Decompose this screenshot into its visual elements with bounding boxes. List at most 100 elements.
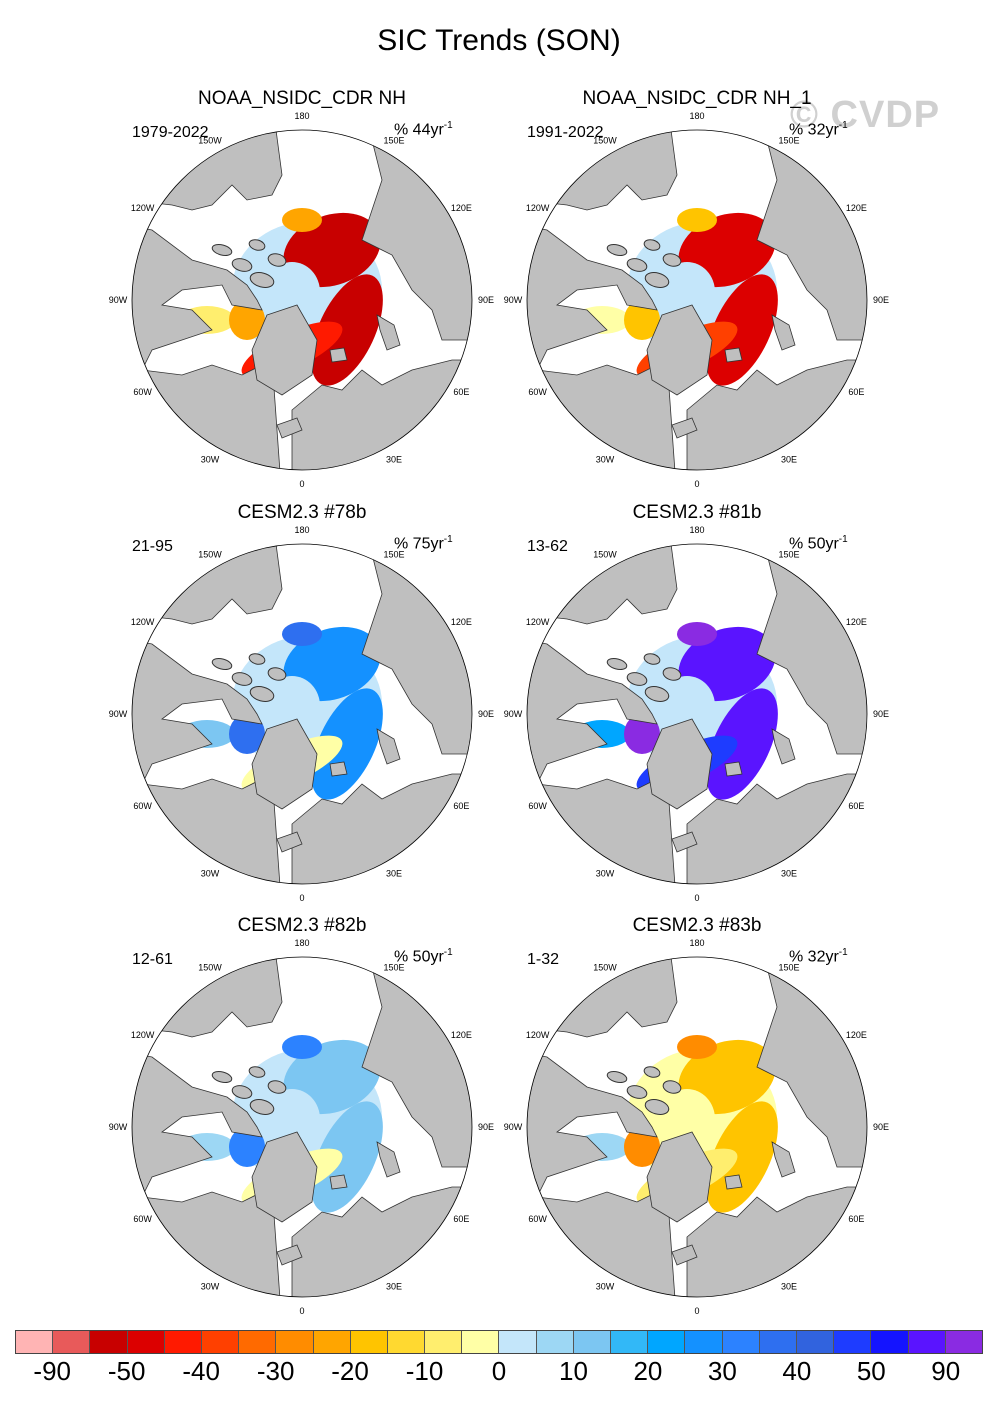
- longitude-label: 150W: [198, 550, 222, 560]
- map-border: [526, 543, 868, 885]
- land-canada: [132, 633, 263, 795]
- colorbar-swatch: [350, 1331, 388, 1353]
- colorbar-tick-label: -20: [331, 1356, 369, 1386]
- longitude-label: 0: [694, 1306, 699, 1316]
- longitude-label: 90E: [478, 295, 494, 305]
- land-island-2: [662, 253, 682, 267]
- colorbar-tick-label: 20: [633, 1356, 663, 1386]
- longitude-label: 0: [694, 479, 699, 489]
- longitude-label: 90E: [478, 709, 494, 719]
- longitude-label: 150E: [778, 550, 799, 560]
- longitude-label: 60W: [528, 387, 547, 397]
- land-iceland: [276, 831, 303, 853]
- land-svalbard: [724, 1174, 743, 1190]
- longitude-label: 150E: [383, 136, 404, 146]
- central-arctic: [264, 262, 320, 322]
- longitude-label: 90W: [109, 709, 128, 719]
- colorbar-tick-label: 50: [856, 1356, 886, 1386]
- longitude-label: 0: [694, 893, 699, 903]
- longitude-label: 60E: [848, 801, 864, 811]
- longitude-label: 90E: [873, 295, 889, 305]
- land-island-1: [231, 1085, 253, 1099]
- colorbar-swatch: [796, 1331, 835, 1353]
- land-alaska: [527, 130, 678, 211]
- land-svalbard: [724, 347, 743, 363]
- longitude-label: 150W: [593, 550, 617, 560]
- longitude-label: 90W: [504, 1122, 523, 1132]
- land-island-4: [643, 239, 661, 251]
- longitude-label: 60W: [133, 387, 152, 397]
- land-island-1: [626, 1085, 648, 1099]
- panel-period: 13-62: [527, 538, 568, 555]
- panel-scale-text: % 50yr: [789, 535, 839, 553]
- trend-barents: [311, 274, 383, 386]
- central-arctic: [659, 262, 715, 322]
- map-border: [131, 956, 473, 1298]
- land-iceland: [276, 1244, 303, 1266]
- colorbar-swatch: [908, 1331, 946, 1353]
- land-greenland: [646, 718, 713, 810]
- longitude-label: 150E: [778, 963, 799, 973]
- colorbar-tick-label: 10: [558, 1356, 588, 1386]
- longitude-label: 30W: [596, 454, 615, 464]
- longitude-label: 0: [299, 479, 304, 489]
- longitude-label: 120E: [846, 203, 867, 213]
- land-island-2: [662, 667, 682, 681]
- longitude-label: 120W: [131, 1030, 155, 1040]
- longitude-label: 150W: [593, 136, 617, 146]
- trend-beaufort: [282, 622, 322, 646]
- land-island-4: [248, 239, 266, 251]
- colorbar-swatch: [945, 1331, 982, 1353]
- panel-title: NOAA_NSIDC_CDR NH_1: [582, 88, 812, 109]
- land-svalbard: [329, 347, 348, 363]
- longitude-label: 150E: [383, 550, 404, 560]
- colorbar-swatch: [573, 1331, 611, 1353]
- panel-scale: % 50yr-1: [394, 947, 453, 966]
- map-border: [526, 129, 868, 471]
- trend-barents: [706, 688, 778, 800]
- land-novaya-zemlya: [376, 314, 401, 351]
- longitude-label: 180: [689, 525, 704, 535]
- longitude-label: 180: [294, 111, 309, 121]
- longitude-label: 60W: [528, 801, 547, 811]
- longitude-label: 150E: [383, 963, 404, 973]
- longitude-label: 30W: [596, 1281, 615, 1291]
- land-island-0: [644, 1099, 670, 1115]
- colorbar-tick-label: -40: [182, 1356, 220, 1386]
- longitude-label: 150E: [778, 136, 799, 146]
- land-island-1: [231, 672, 253, 686]
- panel-period: 1979-2022: [132, 124, 209, 141]
- longitude-label: 60W: [528, 1214, 547, 1224]
- longitude-label: 120W: [526, 203, 550, 213]
- land-island-0: [644, 686, 670, 702]
- longitude-label: 30W: [201, 1281, 220, 1291]
- panel-scale-exponent: -1: [838, 947, 848, 958]
- land-alaska: [132, 957, 283, 1038]
- polar-map: 180 150E 120E 90E 60E 30E 0 30W 60W 90W 120W 150W: [109, 938, 494, 1316]
- panel-scale-exponent: -1: [838, 534, 848, 545]
- colorbar-swatch: [387, 1331, 426, 1353]
- colorbar-swatch: [16, 1331, 54, 1353]
- panel-period: 12-61: [132, 951, 173, 968]
- panel-scale-text: % 44yr: [394, 121, 444, 139]
- land-iceland: [671, 1244, 698, 1266]
- longitude-label: 150W: [593, 963, 617, 973]
- longitude-label: 120W: [131, 617, 155, 627]
- land-novaya-zemlya: [376, 728, 401, 765]
- colorbar-swatch: [499, 1331, 537, 1353]
- land-island-3: [606, 1071, 628, 1083]
- colorbar-swatch: [201, 1331, 240, 1353]
- trend-baffin: [624, 714, 660, 754]
- panel-period: 1991-2022: [527, 124, 604, 141]
- longitude-label: 90W: [504, 295, 523, 305]
- land-iceland: [671, 417, 698, 439]
- longitude-label: 60E: [453, 387, 469, 397]
- longitude-label: 150W: [198, 963, 222, 973]
- central-arctic: [659, 1089, 715, 1149]
- longitude-label: 60W: [133, 801, 152, 811]
- land-novaya-zemlya: [376, 1141, 401, 1178]
- land-island-1: [231, 258, 253, 272]
- trend-beaufort: [677, 622, 717, 646]
- longitude-label: 90E: [873, 1122, 889, 1132]
- land-canada: [132, 219, 263, 381]
